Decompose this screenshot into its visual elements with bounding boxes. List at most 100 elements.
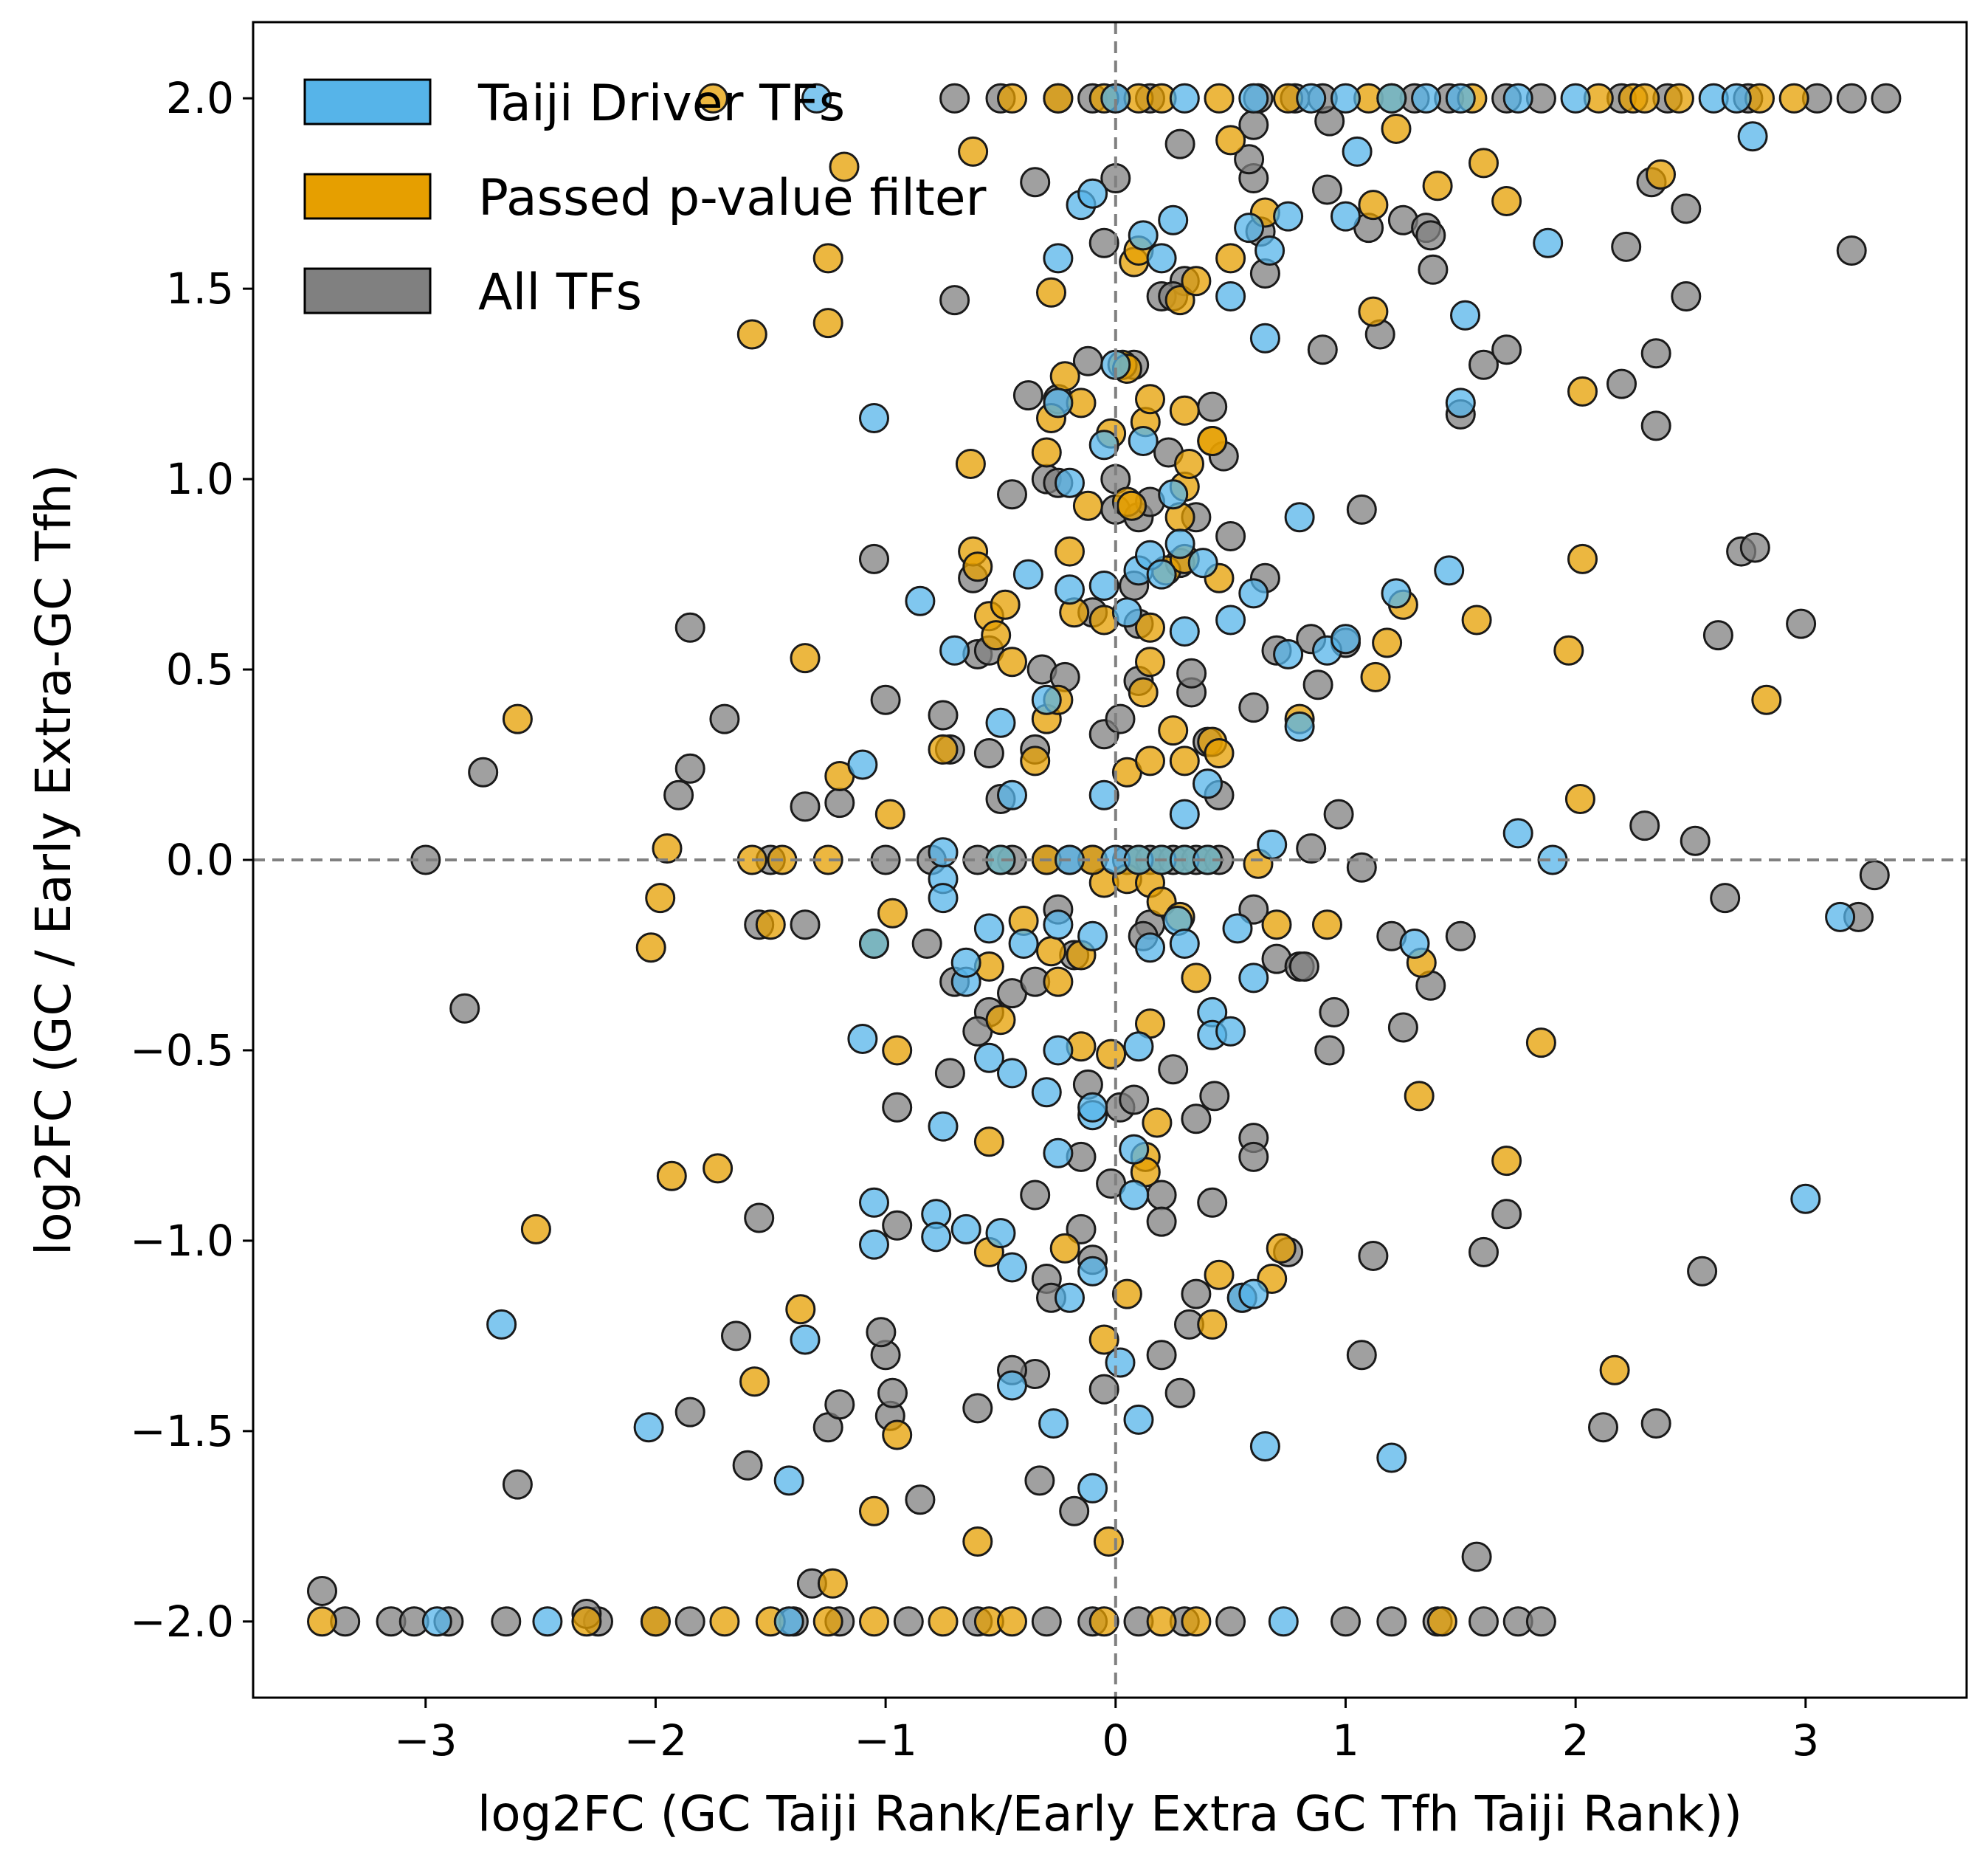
data-point [1234,213,1265,244]
data-point [1169,83,1200,114]
legend-swatch [303,267,432,314]
data-point [882,1210,913,1241]
data-point [928,700,959,731]
data-point [502,703,533,734]
data-point [939,83,970,114]
data-point [1055,574,1085,605]
data-point [1043,388,1074,419]
data-point [1128,220,1159,251]
data-point [1836,83,1867,114]
data-point [1197,1309,1228,1340]
legend-label: Taiji Driver TFs [477,75,845,133]
data-point [1031,684,1062,715]
data-point [1215,605,1246,636]
data-point [1646,159,1676,190]
x-tick-label: 1 [1332,1715,1359,1766]
data-point [1238,963,1269,994]
data-point [1249,323,1280,354]
data-point [1077,920,1108,951]
data-point [1268,1606,1299,1637]
x-tick-label: 0 [1102,1715,1129,1766]
data-point [1629,83,1660,114]
data-point [1043,243,1074,274]
data-point [656,1160,687,1191]
data-point [905,1484,936,1515]
data-point [973,738,1004,768]
data-point [1640,1408,1671,1439]
data-point [1020,745,1051,776]
data-point [939,635,970,666]
data-point [928,1111,959,1142]
data-point [1346,1340,1377,1371]
data-point [1640,410,1671,441]
data-point [1491,1199,1522,1230]
data-point [1181,1606,1212,1637]
data-point [1164,528,1195,559]
data-point [674,612,705,643]
data-point [1445,83,1476,114]
data-point [1146,1340,1177,1371]
data-point [1261,909,1292,940]
data-point [1560,83,1591,114]
data-point [532,1606,563,1637]
data-point [1751,684,1782,715]
data-point [697,83,728,114]
data-point [1502,83,1533,114]
data-point [1238,1278,1269,1309]
data-point [1611,231,1642,262]
data-point [1055,1282,1085,1313]
data-point [1739,532,1770,563]
data-point [1376,1606,1407,1637]
data-point [1135,612,1165,643]
data-point [1330,624,1361,655]
y-tick-label: −1.0 [130,1216,234,1266]
y-axis-label: log2FC (GC / Early Extra-GC Tfh) [25,464,82,1256]
data-point [721,1320,751,1351]
data-point [1012,380,1043,411]
data-point [997,779,1027,810]
data-point [1687,1256,1718,1287]
data-point [1204,1259,1235,1290]
data-point [790,643,821,674]
data-point [1197,391,1228,422]
data-point [1358,1241,1389,1271]
data-point [703,1153,734,1184]
data-point [1020,167,1051,198]
data-point [1533,227,1564,258]
data-point [1012,559,1043,590]
data-point [1119,1134,1150,1165]
data-point [824,1389,855,1420]
data-point [1176,658,1207,689]
data-point [635,932,666,963]
data-point [1387,1012,1418,1043]
data-point [1445,388,1476,419]
data-point [1077,1092,1108,1123]
data-point [1257,829,1288,860]
x-tick-label: −1 [854,1715,917,1766]
data-point [739,1366,770,1397]
reference-lines [253,22,1967,1698]
data-point [674,1606,705,1637]
data-point [859,929,889,959]
data-point [1314,1035,1345,1066]
data-point [1174,449,1204,479]
data-point [1323,799,1354,830]
x-tick-label: 3 [1792,1715,1819,1766]
data-point [1710,883,1741,914]
data-point [1468,1236,1499,1267]
data-point [1836,235,1867,266]
data-point [1468,1606,1499,1637]
data-point [1169,395,1200,426]
data-point [990,589,1021,620]
data-point [1445,920,1476,951]
data-point [1238,1141,1269,1172]
data-point [1567,376,1598,407]
data-point [1146,1606,1177,1637]
data-point [1450,300,1480,331]
data-point [1215,243,1246,274]
data-point [1859,860,1890,891]
data-point [640,1606,671,1637]
data-point [790,1324,821,1355]
data-point [1296,83,1327,114]
